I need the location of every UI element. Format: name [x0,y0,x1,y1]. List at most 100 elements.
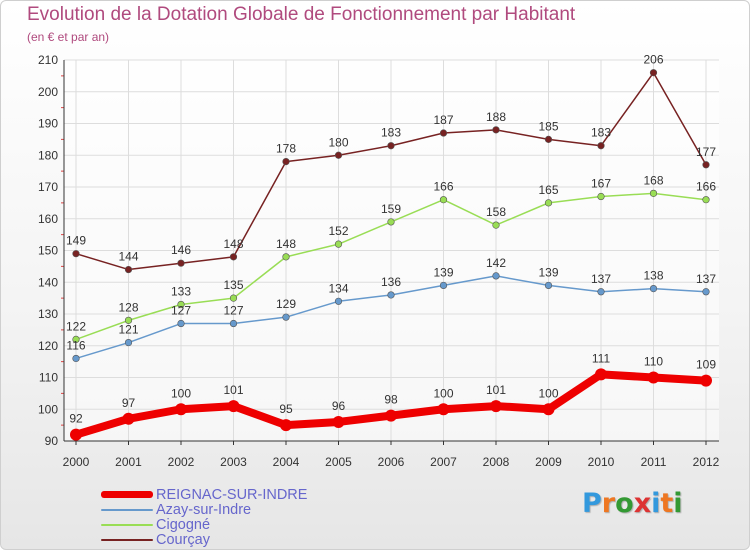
data-label: 148 [223,237,243,251]
legend-item: Cigogné [101,516,307,533]
data-point [597,192,605,201]
data-label: 149 [66,234,86,248]
data-label: 129 [276,297,296,311]
data-label: 167 [591,177,611,191]
data-label: 101 [486,383,506,397]
data-point [437,403,450,416]
legend-swatch [101,523,153,526]
x-tick-label: 2003 [220,455,247,469]
data-label: 185 [538,119,558,133]
legend-item: Azay-sur-Indre [101,501,307,518]
logo-letter: i [673,488,683,519]
data-point [122,412,135,425]
data-label: 109 [696,358,716,372]
logo-letter: P [582,488,602,519]
data-label: 139 [538,265,558,279]
data-label: 134 [328,281,348,295]
data-label: 133 [171,284,191,298]
x-tick-label: 2009 [535,455,562,469]
data-label: 187 [433,113,453,127]
data-point [702,161,710,169]
legend-swatch [101,538,153,541]
data-point [542,403,555,416]
data-label: 136 [381,275,401,289]
data-point [282,313,290,321]
data-label: 166 [433,180,453,194]
data-point [124,316,133,324]
data-label: 165 [538,183,558,197]
data-label: 183 [381,126,401,140]
data-point [387,291,395,299]
data-point [439,129,448,137]
data-point [124,265,133,274]
proxiti-logo: Proxiti [582,488,683,519]
data-label: 152 [328,224,348,238]
y-tick-label: 140 [38,275,58,289]
data-label: 128 [118,300,138,314]
x-tick-label: 2008 [483,455,510,469]
data-point [124,338,133,347]
legend-label: Azay-sur-Indre [156,501,252,518]
data-point [334,297,343,305]
data-label: 92 [69,412,83,426]
x-tick-label: 2002 [168,455,195,469]
data-point [492,221,500,229]
y-tick-label: 130 [38,307,58,321]
data-point [595,368,607,381]
data-point [334,240,343,248]
chart-title: Evolution de la Dotation Globale de Fonc… [27,4,576,25]
data-label: 97 [122,396,136,410]
data-label: 116 [66,338,85,352]
x-tick-label: 2004 [273,455,300,469]
data-label: 98 [384,393,398,407]
data-point [229,253,238,261]
x-tick-label: 2010 [588,455,615,469]
logo-letter: r [601,488,616,519]
data-label: 206 [643,53,663,67]
logo-letter: o [615,488,634,519]
data-label: 178 [276,142,296,156]
data-label: 100 [538,386,558,400]
x-tick-label: 2012 [693,455,720,469]
y-tick-label: 90 [45,434,59,448]
data-point [332,415,345,428]
data-label: 137 [591,272,611,286]
legend-item: REIGNAC-SUR-INDRE [101,486,308,503]
data-point [229,319,238,328]
data-point [649,285,658,293]
data-point [282,158,290,166]
data-point [280,419,292,432]
data-point [385,409,397,422]
data-point [282,253,290,261]
data-point [72,335,80,344]
data-label: 144 [118,250,138,264]
data-point [700,374,712,387]
chart-subtitle: (en € et par an) [27,30,110,44]
legend-label: Cigogné [156,516,211,533]
data-point [177,259,185,267]
data-label: 121 [118,323,138,337]
x-tick-label: 2007 [430,455,457,469]
y-tick-label: 120 [38,339,58,353]
data-point [544,135,553,143]
data-point [227,400,240,413]
legend-item: Courçay [101,532,307,548]
data-label: 95 [279,402,293,416]
data-point [544,281,553,290]
data-label: 168 [643,173,663,187]
y-tick-label: 210 [38,53,58,67]
x-tick-label: 2000 [63,455,90,469]
legend-label: REIGNAC-SUR-INDRE [156,486,308,503]
data-label: 135 [223,278,243,292]
legend: REIGNAC-SUR-INDRE Azay-sur-Indre Cigogné Co… [101,486,308,548]
data-point [70,428,82,441]
y-tick-label: 200 [38,85,58,99]
y-tick-label: 180 [38,148,58,162]
logo-letter: i [651,488,661,519]
y-tick-label: 150 [38,244,58,258]
data-point [597,142,605,150]
data-label: 127 [171,304,191,318]
y-tick-label: 170 [38,180,58,194]
legend-swatch [101,508,153,511]
